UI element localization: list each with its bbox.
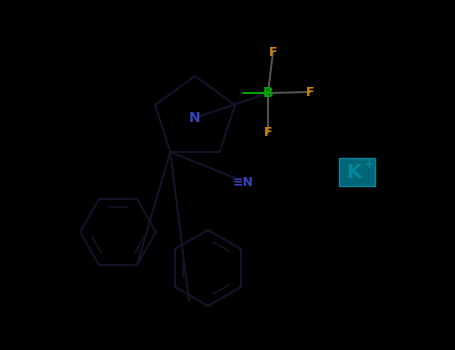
Text: K: K [347, 162, 362, 182]
Text: F: F [269, 46, 277, 58]
Text: ≡N: ≡N [233, 176, 253, 189]
Text: F: F [264, 126, 272, 140]
Text: N: N [189, 111, 201, 125]
Text: F: F [306, 85, 314, 98]
Text: B: B [263, 86, 273, 100]
Text: +: + [364, 158, 374, 170]
FancyBboxPatch shape [339, 158, 375, 186]
